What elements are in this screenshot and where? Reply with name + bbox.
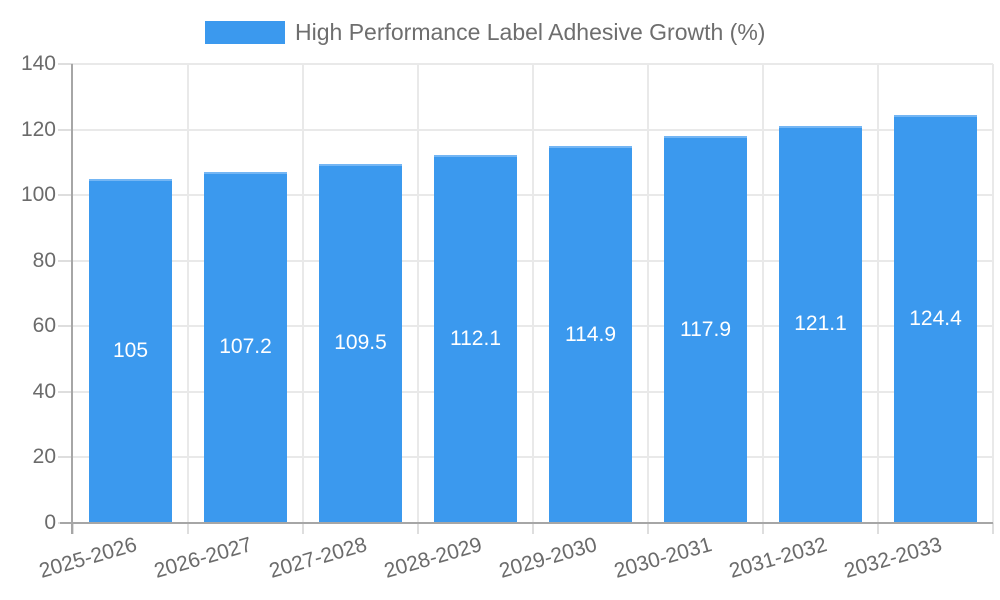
- gridline-vertical: [992, 64, 994, 523]
- x-tick-label: 2030-2031: [611, 533, 715, 583]
- x-axis-tick: [762, 523, 764, 534]
- y-axis-tick: [58, 325, 73, 328]
- x-tick-label: 2031-2032: [726, 533, 830, 583]
- y-axis-tick: [58, 456, 73, 459]
- y-tick-label: 20: [32, 445, 56, 469]
- bar-value-label: 105: [112, 338, 149, 362]
- x-axis-tick: [532, 523, 534, 534]
- x-tick-label: 2025-2026: [36, 533, 140, 583]
- y-tick-label: 40: [32, 379, 56, 403]
- bar-2029-2030[interactable]: [549, 146, 632, 523]
- bar-2027-2028[interactable]: [319, 163, 402, 523]
- bar-value-label: 112.1: [450, 327, 501, 351]
- y-tick-label: 60: [32, 314, 56, 338]
- legend-label: High Performance Label Adhesive Growth (…: [295, 19, 766, 45]
- x-axis-tick: [992, 523, 994, 534]
- y-tick-label: 100: [20, 183, 56, 207]
- bar-2025-2026[interactable]: [89, 178, 172, 523]
- x-tick-label: 2027-2028: [266, 533, 370, 583]
- bar-value-label: 121.1: [794, 312, 847, 336]
- bar-value-label: 124.4: [909, 307, 962, 331]
- gridline-vertical: [187, 64, 189, 523]
- y-axis-tick: [58, 390, 73, 393]
- y-axis-line: [71, 64, 73, 534]
- x-tick-label: 2029-2030: [496, 533, 600, 583]
- y-axis-tick: [58, 259, 73, 262]
- gridline-vertical: [647, 64, 649, 523]
- gridline-vertical: [302, 64, 304, 523]
- bar-2031-2032[interactable]: [779, 125, 862, 523]
- x-axis-tick: [417, 523, 419, 534]
- legend-swatch-icon: [205, 21, 285, 44]
- x-axis-tick: [302, 523, 304, 534]
- bar-value-label: 114.9: [565, 322, 616, 346]
- x-tick-label: 2028-2029: [381, 533, 485, 583]
- legend[interactable]: High Performance Label Adhesive Growth (…: [205, 21, 765, 44]
- y-tick-label: 80: [32, 248, 56, 272]
- bar-2028-2029[interactable]: [434, 155, 517, 523]
- y-axis-tick: [58, 194, 73, 197]
- bar-value-label: 117.9: [680, 317, 731, 341]
- x-tick-label: 2032-2033: [841, 533, 945, 583]
- y-tick-label: 120: [20, 117, 56, 141]
- bar-2026-2027[interactable]: [204, 171, 287, 523]
- gridline-vertical: [532, 64, 534, 523]
- bar-2032-2033[interactable]: [894, 115, 977, 523]
- y-tick-label: 0: [44, 511, 56, 534]
- gridline-vertical: [877, 64, 879, 523]
- x-axis-tick: [647, 523, 649, 534]
- y-axis-tick: [58, 63, 73, 65]
- y-axis-tick: [58, 128, 73, 131]
- gridline-vertical: [762, 64, 764, 523]
- bar-2030-2031[interactable]: [664, 136, 747, 523]
- y-tick-label: 140: [20, 52, 56, 75]
- bar-value-label: 107.2: [219, 335, 272, 359]
- x-axis-line: [60, 522, 993, 524]
- x-axis-tick: [187, 523, 189, 534]
- bar-value-label: 109.5: [334, 331, 387, 355]
- x-axis-tick: [72, 523, 74, 534]
- x-axis-tick: [877, 523, 879, 534]
- x-tick-label: 2026-2027: [151, 533, 255, 583]
- gridline-vertical: [417, 64, 419, 523]
